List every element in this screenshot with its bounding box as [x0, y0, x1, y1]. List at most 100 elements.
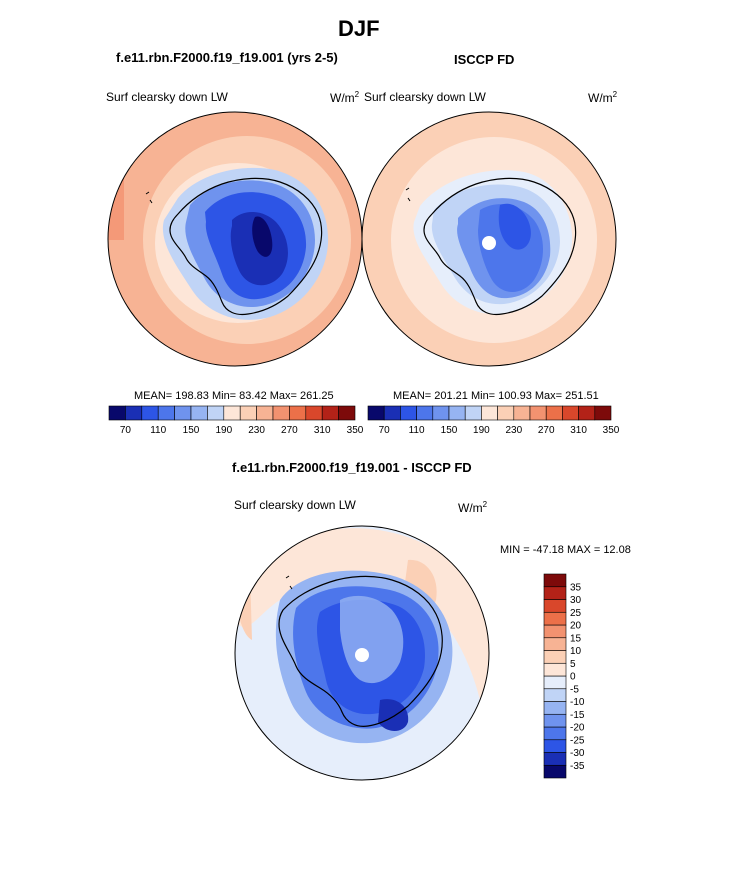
colorbar-model-swatch: [239, 405, 257, 421]
colorbar-difference-swatch: [543, 650, 567, 664]
colorbar-difference-tick-label: -35: [570, 761, 585, 772]
panel3-variable-label: Surf clearsky down LW: [234, 498, 356, 512]
panel3-minmax: MIN = -47.18 MAX = 12.08: [500, 544, 631, 556]
colorbar-obs-swatch: [432, 405, 450, 421]
colorbar-difference-tick-label: 10: [570, 646, 582, 657]
colorbar-difference-swatch: [543, 739, 567, 753]
colorbar-difference-tick-label: -15: [570, 710, 585, 721]
colorbar-model-swatch: [256, 405, 274, 421]
map3-border: [234, 525, 490, 781]
colorbar-difference-swatch: [543, 675, 567, 690]
colorbar-obs-swatch: [545, 405, 563, 421]
colorbar-obs-swatch: [562, 405, 579, 421]
colorbar-difference-swatch: [543, 752, 567, 766]
map3-plateau-streaks: [340, 595, 404, 684]
colorbar-difference-tick-label: 0: [570, 672, 576, 683]
colorbar-difference-swatch: [543, 713, 567, 728]
panel3-units: W/m2: [458, 500, 488, 515]
colorbar-obs-tick-label: 230: [505, 425, 522, 436]
colorbar-difference-swatch: [543, 688, 567, 702]
colorbar-model-tick-label: 230: [248, 425, 265, 436]
colorbar-difference-tick-label: 15: [570, 633, 582, 644]
colorbar-model-tick-label: 310: [314, 425, 331, 436]
colorbar-model-tick-label: 110: [150, 425, 166, 436]
map2-border: [361, 111, 617, 367]
colorbar-obs-swatch: [513, 405, 531, 421]
colorbar-difference-swatch: [543, 726, 567, 741]
colorbar-obs-swatch: [594, 405, 612, 421]
panel1-stats: MEAN= 198.83 Min= 83.42 Max= 261.25: [134, 390, 334, 402]
colorbar-model-swatch: [338, 405, 356, 421]
colorbar-model-swatch: [207, 405, 225, 421]
colorbar-difference-tick-label: -30: [570, 748, 585, 759]
map2-pole-hole: [482, 236, 496, 250]
colorbar-obs-tick-label: 150: [441, 425, 458, 436]
colorbar-model-swatch: [305, 405, 323, 421]
colorbar-difference-swatch: [543, 637, 567, 651]
map2-coastline: [423, 177, 577, 316]
map2-obs: [361, 111, 617, 367]
colorbar-model-swatch: [141, 405, 159, 421]
panel3-title: f.e11.rbn.F2000.f19_f19.001 - ISCCP FD: [232, 460, 472, 475]
colorbar-obs-tick-label: 270: [538, 425, 555, 436]
colorbar-obs-swatch: [578, 405, 596, 421]
colorbar-difference-tick-label: 5: [570, 659, 576, 670]
panel1-variable-label: Surf clearsky down LW: [106, 90, 228, 104]
colorbar-obs-tick-label: 190: [473, 425, 490, 436]
colorbar-model-swatch: [174, 405, 192, 421]
colorbar-obs: 70 110 150 190 230 270 310 350: [367, 405, 620, 436]
colorbar-model: 70 110 150 190 230 270 310 350: [108, 405, 364, 436]
map3-coastline: [278, 575, 443, 727]
colorbar-difference-tick-label: -20: [570, 723, 585, 734]
panel1-title: f.e11.rbn.F2000.f19_f19.001 (yrs 2-5): [116, 50, 338, 65]
colorbar-model-tick-label: 70: [120, 425, 132, 436]
colorbar-difference-swatch: [543, 573, 567, 588]
colorbar-difference-tick-label: -10: [570, 697, 585, 708]
colorbar-difference-tick-label: -25: [570, 735, 585, 746]
colorbar-difference-swatch: [543, 662, 567, 677]
colorbar-obs-swatch: [481, 405, 498, 421]
map3-difference: [234, 525, 490, 781]
map2-core-minimum: [498, 203, 531, 250]
season-title: DJF: [338, 16, 380, 41]
colorbar-difference-tick-label: 25: [570, 608, 582, 619]
map3-pole-hole: [355, 648, 369, 662]
map3-islands: [285, 575, 293, 590]
colorbar-difference-tick-label: 20: [570, 621, 582, 632]
colorbar-difference-swatch: [543, 599, 567, 613]
colorbar-obs-swatch: [367, 405, 385, 421]
map2-islands: [405, 187, 411, 202]
colorbar-difference-swatch: [543, 764, 567, 779]
colorbar-model-swatch: [157, 405, 175, 421]
colorbar-model-swatch: [289, 405, 307, 421]
colorbar-obs-tick-label: 70: [379, 425, 391, 436]
colorbar-model-tick-label: 150: [183, 425, 200, 436]
colorbar-model-swatch: [321, 405, 339, 421]
colorbar-difference-tick-label: -5: [570, 684, 579, 695]
colorbar-difference-swatch: [543, 586, 567, 600]
colorbar-difference-swatch: [543, 624, 567, 639]
colorbar-model-tick-label: 350: [347, 425, 364, 436]
colorbar-model-swatch: [108, 405, 126, 421]
colorbar-difference-swatch: [543, 611, 567, 626]
panel2-title: ISCCP FD: [454, 52, 515, 67]
panel2-units: W/m2: [588, 90, 618, 105]
colorbar-model-swatch: [190, 405, 208, 421]
colorbar-model-tick-label: 190: [215, 425, 232, 436]
map1-islands: [145, 191, 153, 204]
map1-core-minimum: [252, 216, 273, 257]
colorbar-obs-swatch: [464, 405, 482, 421]
colorbar-difference-swatch: [543, 701, 567, 715]
colorbar-model-swatch: [125, 405, 143, 421]
map1-coastline: [169, 177, 323, 316]
colorbar-obs-tick-label: 110: [409, 425, 425, 436]
panel2-stats: MEAN= 201.21 Min= 100.93 Max= 251.51: [393, 390, 599, 402]
colorbar-obs-swatch: [416, 405, 434, 421]
map1-warm-patch: [108, 160, 124, 240]
colorbar-obs-swatch: [448, 405, 466, 421]
panel1-units: W/m2: [330, 90, 360, 105]
colorbar-obs-swatch: [383, 405, 401, 421]
colorbar-difference-tick-label: 30: [570, 595, 582, 606]
